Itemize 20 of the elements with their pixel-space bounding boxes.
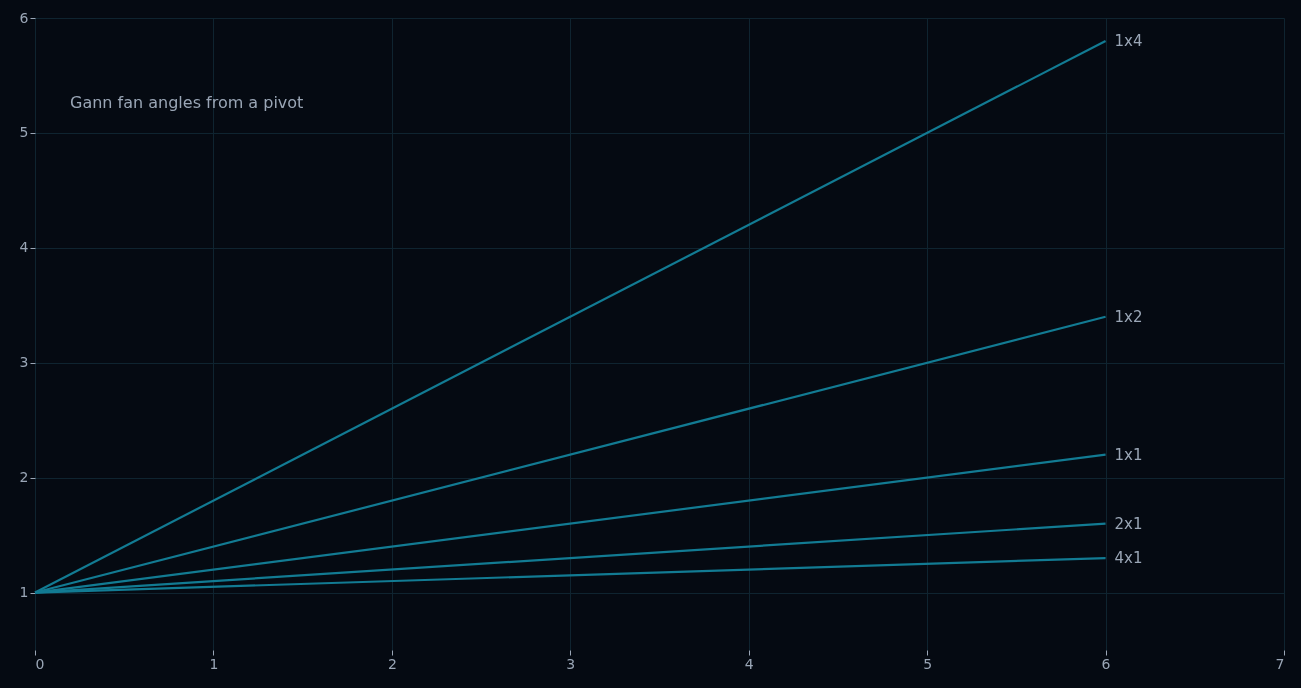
y-tick-label: 5 (19, 124, 29, 141)
series-label: 1x1 (1114, 445, 1143, 464)
y-tick-label: 3 (19, 354, 29, 371)
series-label: 4x1 (1114, 549, 1143, 568)
y-tick-label: 1 (19, 584, 29, 601)
series-label: 1x4 (1114, 31, 1143, 50)
series-label: 1x2 (1114, 307, 1143, 326)
x-tick-label: 0 (35, 655, 45, 672)
x-tick-label: 2 (387, 655, 397, 672)
x-tick-label: 5 (923, 655, 933, 672)
x-tick-label: 4 (744, 655, 754, 672)
series-label: 2x1 (1114, 514, 1143, 533)
x-tick-label: 7 (1275, 655, 1285, 672)
x-tick-label: 3 (566, 655, 576, 672)
annotation: Gann fan angles from a pivot (70, 93, 304, 112)
y-tick-label: 6 (19, 9, 29, 26)
y-tick-label: 2 (19, 469, 29, 486)
x-tick-label: 1 (209, 655, 219, 672)
y-tick-label: 4 (19, 239, 29, 256)
x-tick-label: 6 (1101, 655, 1111, 672)
